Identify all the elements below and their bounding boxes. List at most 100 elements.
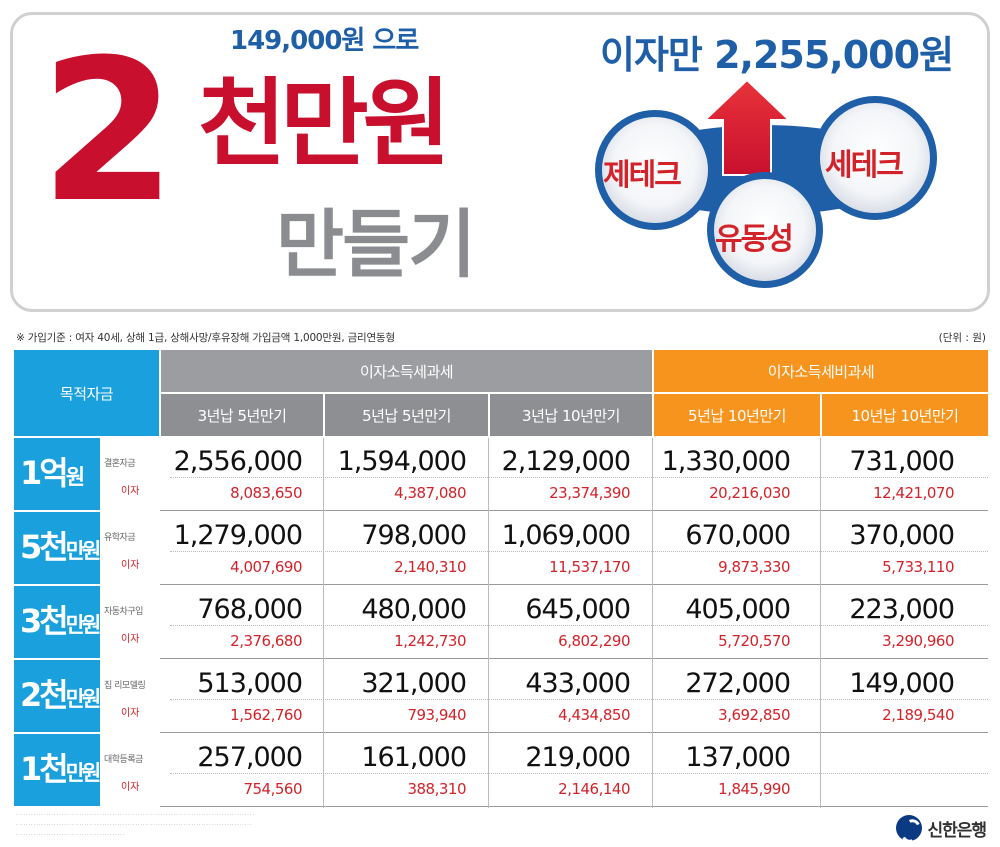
bubble-label-left: 제테크 — [603, 158, 682, 193]
row-divider-dotted — [170, 773, 988, 774]
interest-value: 23,374,390 — [549, 484, 630, 502]
hero-amount: 천만원 — [198, 68, 451, 180]
premium-value: 1,279,000 — [173, 520, 303, 551]
shinhan-logo: 신한은행 — [896, 815, 987, 841]
interest-value: 1,242,730 — [394, 632, 466, 650]
interest-value: 2,189,540 — [882, 706, 954, 724]
interest-value: 11,537,170 — [549, 558, 630, 576]
premium-value: 1,594,000 — [337, 446, 467, 477]
bubble-left — [602, 117, 708, 223]
interest-value: 754,560 — [243, 780, 302, 798]
purpose-cell — [100, 438, 159, 510]
purpose-label: 유학자금 — [104, 533, 136, 543]
amount-big: 3천 — [20, 602, 69, 640]
interest-value: 4,387,080 — [394, 484, 466, 502]
premium-value: 321,000 — [361, 668, 467, 699]
interest-value: 2,146,140 — [558, 780, 630, 798]
premium-value: 272,000 — [685, 668, 791, 699]
premium-value: 645,000 — [525, 594, 631, 625]
purpose-label: 결혼자금 — [104, 459, 136, 469]
row-divider — [160, 658, 988, 659]
column-header: 5년납 5년만기 — [325, 394, 488, 436]
bubble-right — [820, 103, 930, 213]
premium-value: 223,000 — [849, 594, 955, 625]
premium-value: 2,129,000 — [501, 446, 631, 477]
interest-value: 1,845,990 — [718, 780, 790, 798]
premium-value: 1,330,000 — [661, 446, 791, 477]
hero-interest: 이자만 2,255,000원 — [600, 33, 954, 77]
row-divider — [160, 584, 988, 585]
interest-value: 3,290,960 — [882, 632, 954, 650]
header-purpose-fund: 목적자금 — [14, 350, 159, 436]
benefit-diagram: 제테크 유동성 세테크 — [585, 78, 945, 300]
interest-value: 9,873,330 — [718, 558, 790, 576]
amount-unit: 만원 — [65, 613, 102, 637]
interest-value: 388,310 — [407, 780, 466, 798]
premium-value: 731,000 — [849, 446, 955, 477]
purpose-label: 집 리모델링 — [104, 681, 146, 691]
premium-value: 433,000 — [525, 668, 631, 699]
premium-value: 513,000 — [197, 668, 303, 699]
purpose-cell — [100, 512, 159, 584]
interest-value: 5,733,110 — [882, 558, 954, 576]
purpose-cell — [100, 660, 159, 732]
row-divider-dotted — [170, 477, 988, 478]
purpose-label: 자동차구입 — [104, 607, 143, 617]
fine-print: · · · · · · · · · · · · · · · · · · · · … — [16, 812, 254, 817]
interest-label: 이자 — [121, 560, 140, 571]
column-header: 3년납 5년만기 — [161, 394, 323, 436]
interest-value: 6,802,290 — [558, 632, 630, 650]
interest-label: 이자 — [121, 634, 140, 645]
amount-big: 1천 — [20, 750, 69, 788]
row-divider — [160, 806, 988, 807]
hero-big-number: 2 — [40, 18, 176, 246]
column-header: 3년납 10년만기 — [490, 394, 652, 436]
premium-value: 798,000 — [361, 520, 467, 551]
amount-unit: 만원 — [65, 761, 102, 785]
benefit-diagram-svg — [595, 78, 937, 288]
fine-print: · · · · · · · · · · · · · · · · · · · · … — [16, 832, 125, 837]
interest-value: 4,434,850 — [558, 706, 630, 724]
row-divider-dotted — [170, 625, 988, 626]
row-divider-dotted — [170, 699, 988, 700]
interest-value: 8,083,650 — [230, 484, 302, 502]
amount-unit: 만원 — [65, 687, 102, 711]
up-arrow-icon — [702, 78, 792, 176]
interest-label: 이자 — [121, 708, 140, 719]
premium-value: 161,000 — [361, 742, 467, 773]
column-divider — [652, 438, 653, 808]
fine-print: · · · · · · · · · · · · · · · · · · · · … — [16, 822, 252, 827]
interest-value: 2,140,310 — [394, 558, 466, 576]
interest-value: 1,562,760 — [230, 706, 302, 724]
row-divider-dotted — [170, 551, 988, 552]
column-header: 5년납 10년만기 — [654, 394, 820, 436]
enrollment-note: ※ 가입기준 : 여자 40세, 상해 1급, 상해사망/후유장해 가입금액 1… — [16, 332, 395, 344]
amount-unit: 원 — [65, 465, 85, 489]
interest-value: 2,376,680 — [230, 632, 302, 650]
logo-text: 신한은행 — [927, 820, 987, 841]
interest-value: 20,216,030 — [709, 484, 790, 502]
column-header: 10년납 10년만기 — [822, 394, 988, 436]
premium-value: 257,000 — [197, 742, 303, 773]
interest-value: 5,720,570 — [718, 632, 790, 650]
purpose-label: 대학등록금 — [104, 755, 143, 765]
column-divider — [488, 438, 489, 808]
premium-value: 768,000 — [197, 594, 303, 625]
amount-big: 5천 — [20, 528, 69, 566]
premium-value: 137,000 — [685, 742, 791, 773]
interest-value: 4,007,690 — [230, 558, 302, 576]
bubble-label-bottom: 유동성 — [715, 222, 794, 257]
premium-value: 2,556,000 — [173, 446, 303, 477]
interest-value: 12,421,070 — [873, 484, 954, 502]
premium-value: 219,000 — [525, 742, 631, 773]
column-divider — [323, 438, 324, 808]
interest-value: 3,692,850 — [718, 706, 790, 724]
header-group-taxfree: 이자소득세비과세 — [654, 350, 988, 392]
interest-value: 793,940 — [407, 706, 466, 724]
column-divider — [820, 438, 821, 808]
hero-make: 만들기 — [276, 202, 476, 288]
interest-label: 이자 — [121, 486, 140, 497]
premium-value: 405,000 — [685, 594, 791, 625]
purpose-cell — [100, 586, 159, 658]
amount-big: 1억 — [20, 454, 69, 492]
